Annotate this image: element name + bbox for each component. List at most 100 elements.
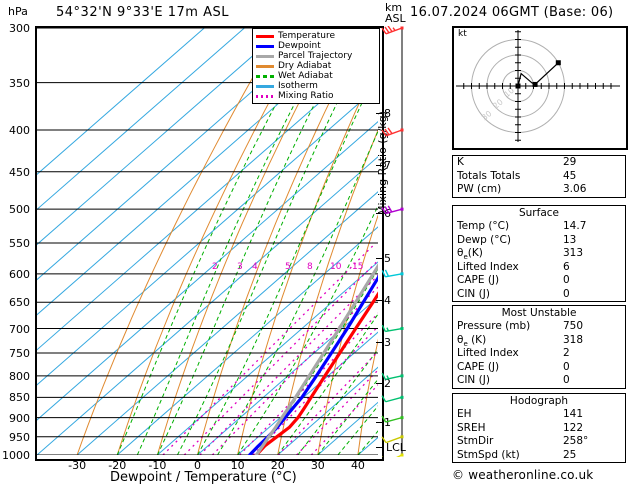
most-unstable-row: Pressure (mb) 750 <box>453 320 625 334</box>
wind-barb <box>381 453 404 463</box>
altitude-axis-unit-line2: ASL <box>385 12 406 25</box>
surface-key: θe(K) <box>457 247 483 262</box>
pressure-tick-label: 600 <box>9 267 30 281</box>
altitude-tick-label: 5 <box>384 252 391 265</box>
hodograph-ring-label: 10 <box>502 86 516 99</box>
hodograph-table: Hodograph EH 141 SREH 122 StmDir 258° StmSpd (k… <box>452 393 626 463</box>
altitude-tick-mark <box>376 213 382 214</box>
surface-value: 13 <box>563 233 577 246</box>
temperature-tick-label: 40 <box>350 459 365 472</box>
altitude-axis-unit-line1: km <box>385 1 403 14</box>
pressure-tick-label: 300 <box>9 22 30 35</box>
mixing-ratio-label: 3 <box>237 262 243 272</box>
lcl-tick-mark <box>376 447 382 448</box>
most-unstable-row: Lifted Index 2 <box>453 347 625 361</box>
wind-barb <box>381 127 404 137</box>
legend-item-label: Temperature <box>278 31 336 41</box>
pressure-tick-label: 350 <box>9 76 30 90</box>
legend-item-label: Wet Adiabat <box>278 71 333 81</box>
surface-key: CIN (J) <box>457 287 490 300</box>
surface-key: Lifted Index <box>457 260 519 273</box>
temperature-tick-label: 20 <box>270 459 285 472</box>
altitude-tick-label: 4 <box>384 294 391 307</box>
most-unstable-row: θe (K) 318 <box>453 334 625 348</box>
altitude-tick-mark <box>376 300 382 301</box>
hodograph-plot: 10 20 30 <box>452 26 628 150</box>
legend-item: Dry Adiabat <box>256 61 376 71</box>
legend-color-swatch <box>256 94 274 98</box>
legend-color-swatch <box>256 44 274 48</box>
surface-row: CIN (J) 0 <box>453 288 625 302</box>
surface-table: Surface Temp (°C) 14.7 Dewp (°C) 13 θe(K) 313 L… <box>452 205 626 302</box>
altitude-tick-label: 1 <box>384 416 391 429</box>
altitude-tick-mark <box>376 342 382 343</box>
hodograph-value: 258° <box>563 435 589 447</box>
hodograph-marker <box>532 81 538 87</box>
legend-item-label: Dewpoint <box>278 41 321 51</box>
surface-row: Lifted Index 6 <box>453 261 625 275</box>
altitude-tick-label: 7 <box>384 159 391 172</box>
indices-key: PW (cm) <box>457 183 502 195</box>
most-unstable-key: CIN (J) <box>457 374 490 386</box>
altitude-tick-mark <box>376 113 382 114</box>
surface-value: 14.7 <box>563 220 587 232</box>
mixing-ratio-label: 8 <box>307 262 313 272</box>
altitude-tick-mark <box>376 258 382 259</box>
altitude-tick-label: 8 <box>384 107 391 120</box>
surface-row: θe(K) 313 <box>453 247 625 261</box>
temperature-tick-label: 10 <box>230 459 245 472</box>
wind-barb-column <box>380 25 430 463</box>
temperature-tick-label: 0 <box>193 459 201 472</box>
altitude-axis-unit-label: km ASL <box>385 2 406 24</box>
most-unstable-key: CAPE (J) <box>457 360 500 373</box>
pressure-tick-label: 500 <box>9 203 30 217</box>
footer-copyright: © weatheronline.co.uk <box>452 468 594 482</box>
hodograph-key: EH <box>457 408 472 420</box>
legend-item-label: Mixing Ratio <box>278 91 334 101</box>
most-unstable-key: Lifted Index <box>457 347 519 359</box>
surface-row: CAPE (J) 0 <box>453 274 625 288</box>
legend-item: Isotherm <box>256 81 376 91</box>
pressure-tick-label: 450 <box>9 165 30 179</box>
altitude-tick-mark <box>376 165 382 166</box>
legend-color-swatch <box>256 54 274 58</box>
temperature-tick-label: 30 <box>310 459 325 472</box>
hodograph-ring-label: 20 <box>491 97 505 110</box>
most-unstable-value: 0 <box>563 374 570 386</box>
surface-value: 313 <box>563 247 584 259</box>
indices-value: 29 <box>563 156 577 168</box>
hodograph-key: SREH <box>457 421 486 434</box>
altitude-tick-label: 2 <box>384 377 391 390</box>
surface-title: Surface <box>518 207 559 219</box>
most-unstable-row: CAPE (J) 0 <box>453 361 625 375</box>
wind-barb <box>381 205 404 215</box>
indices-value: 3.06 <box>563 183 587 195</box>
hodograph-value: 141 <box>563 408 584 420</box>
mixing-ratio-label: 15 <box>352 262 364 272</box>
most-unstable-key: θe (K) <box>457 333 487 348</box>
most-unstable-value: 318 <box>563 333 584 346</box>
hodograph-marker <box>515 83 521 89</box>
wind-barb <box>381 415 404 423</box>
model-run-title: 16.07.2024 06GMT (Base: 06) <box>410 5 614 20</box>
legend-item-label: Dry Adiabat <box>278 61 332 71</box>
legend-item: Wet Adiabat <box>256 71 376 81</box>
mixing-ratio-label: 2 <box>212 262 218 272</box>
legend: Temperature Dewpoint Parcel Trajectory Dry … <box>252 28 380 104</box>
hodograph-ring-label: 30 <box>480 109 494 122</box>
pressure-tick-label: 950 <box>9 430 30 444</box>
hodograph-key: StmSpd (kt) <box>457 448 520 461</box>
surface-row: Dewp (°C) 13 <box>453 234 625 248</box>
wind-barb <box>381 395 404 403</box>
legend-item-label: Isotherm <box>278 81 318 91</box>
hodograph-row: EH 141 <box>453 408 625 422</box>
surface-value: 6 <box>563 260 570 273</box>
temperature-tick-label: -20 <box>108 459 127 472</box>
pressure-tick-label: 850 <box>9 391 30 405</box>
pressure-tick-label: 700 <box>9 322 30 336</box>
wind-barb <box>381 25 404 35</box>
pressure-tick-label: 900 <box>9 411 30 425</box>
wind-barb <box>381 324 404 333</box>
hodograph-value: 25 <box>563 448 577 461</box>
